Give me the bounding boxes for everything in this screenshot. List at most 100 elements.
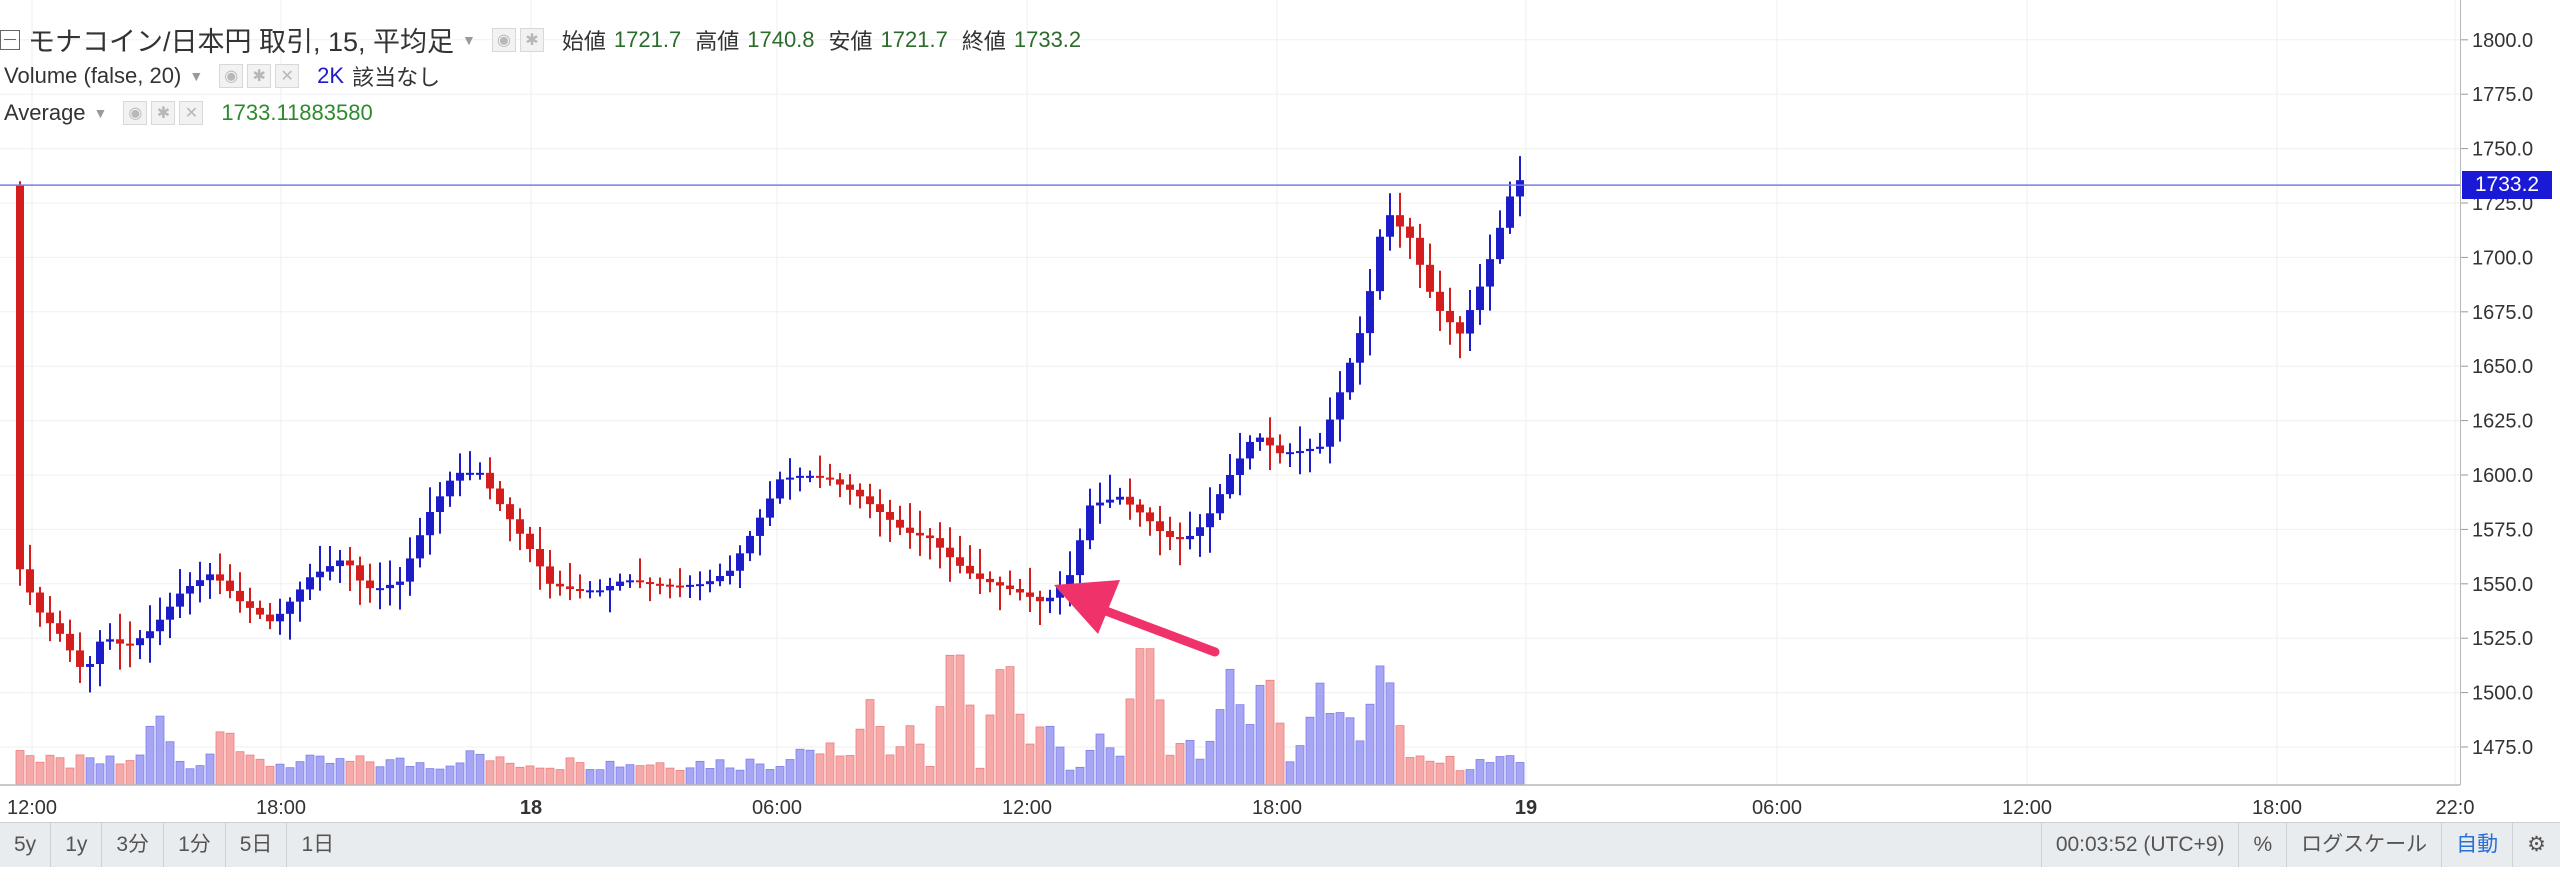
candle-body (586, 590, 594, 593)
candle-body (776, 479, 784, 499)
volume-bar (85, 757, 95, 786)
candle-body (276, 613, 284, 622)
volume-bar (395, 757, 405, 786)
chevron-down-icon[interactable]: ▼ (93, 105, 108, 121)
volume-bar (45, 754, 55, 786)
close-icon[interactable]: ✕ (275, 64, 300, 88)
percent-toggle[interactable]: % (2239, 823, 2288, 867)
chart-area[interactable]: 12:00 18:00 18 06:00 12:00 18:00 19 06:00 12:00 1… (0, 0, 2533, 819)
volume-bar (425, 768, 435, 786)
candle-body (126, 643, 134, 646)
volume-bar (125, 760, 135, 786)
candle-body (1016, 589, 1024, 593)
average-indicator-name[interactable]: Average (4, 100, 86, 125)
candle-body (606, 585, 614, 591)
volume-bar (555, 769, 565, 786)
price-axis[interactable] (2460, 0, 2560, 785)
legend-volume: Volume (false, 20) ▼ ◉ ✱ ✕ 2K 該当なし (0, 60, 440, 92)
close-icon[interactable]: ✕ (179, 101, 204, 125)
open-label: 始値 (561, 28, 606, 54)
candle-body (506, 504, 514, 520)
price-tick-label: 1675.0 (2472, 302, 2533, 324)
volume-bar (955, 654, 965, 786)
candle-body (26, 569, 34, 593)
volume-bar (415, 762, 425, 786)
price-tick-label: 1500.0 (2472, 683, 2533, 705)
volume-bar (95, 763, 105, 786)
volume-bar (375, 766, 385, 786)
range-1d-button[interactable]: 1日 (301, 833, 335, 856)
chevron-down-icon[interactable]: ▼ (462, 31, 476, 48)
volume-bar (995, 669, 1005, 786)
candlestick-chart[interactable]: 12:00 18:00 18 06:00 12:00 18:00 19 06:00 12:00 1… (0, 0, 2560, 822)
close-label: 終値 (961, 28, 1006, 54)
gear-icon[interactable]: ✱ (247, 64, 272, 88)
price-tick-label: 1575.0 (2472, 519, 2533, 541)
range-1min-button[interactable]: 1分 (164, 823, 226, 867)
chevron-down-icon[interactable]: ▼ (189, 68, 204, 84)
range-5d-button[interactable]: 5日 (226, 823, 288, 867)
candle-body (36, 592, 44, 613)
price-tick-label: 1525.0 (2472, 628, 2533, 650)
auto-scale-toggle[interactable]: 自動 (2442, 823, 2514, 867)
gear-icon[interactable]: ✱ (151, 101, 176, 125)
volume-bar (745, 758, 755, 786)
volume-bar (155, 715, 165, 786)
volume-bar (565, 757, 575, 786)
volume-bar (1425, 760, 1435, 786)
price-tick-label: 1550.0 (2472, 574, 2533, 596)
range-5y-button[interactable]: 5y (0, 823, 52, 867)
candle-body (396, 581, 404, 585)
candle-body (1006, 585, 1014, 590)
candle-body (1496, 227, 1504, 260)
volume-bar (1185, 739, 1195, 786)
candle-body (466, 472, 474, 475)
close-value: 1733.2 (1013, 26, 1082, 52)
time-tick-label: 12:00 (7, 797, 57, 819)
volume-bar (1215, 709, 1225, 786)
range-3min-button[interactable]: 3分 (102, 823, 165, 867)
volume-bar (845, 755, 855, 786)
candle-body (936, 538, 944, 548)
candle-body (986, 578, 994, 583)
volume-bar (105, 755, 115, 786)
volume-indicator-name[interactable]: Volume (false, 20) (4, 63, 182, 88)
settings-gear-icon[interactable]: ⚙ (2527, 833, 2546, 856)
collapse-icon[interactable] (0, 29, 20, 50)
eye-icon[interactable]: ◉ (123, 101, 148, 125)
range-1y-button[interactable]: 1y (51, 823, 103, 867)
volume-bar (475, 753, 485, 786)
candle-body (1026, 592, 1034, 597)
candle-body (536, 548, 544, 567)
volume-bar (875, 726, 885, 786)
candle-body (916, 532, 924, 536)
candle-body (1296, 451, 1304, 454)
candle-body (46, 612, 54, 624)
eye-icon[interactable]: ◉ (491, 27, 516, 52)
candle-body (1406, 226, 1414, 238)
volume-bar (1035, 726, 1045, 786)
candle-body (766, 498, 774, 518)
volume-bar (55, 757, 65, 786)
candle-body (406, 558, 414, 582)
volume-bar (295, 761, 305, 786)
eye-icon[interactable]: ◉ (219, 64, 244, 88)
candle-body (1286, 452, 1294, 455)
low-label: 安値 (828, 28, 873, 54)
time-tick-label: 12:00 (1002, 797, 1052, 819)
candle-body (306, 577, 314, 590)
volume-bar (1415, 755, 1425, 786)
gear-icon[interactable]: ✱ (519, 27, 544, 52)
candle-body (66, 633, 74, 651)
volume-bar (245, 754, 255, 786)
volume-bar (765, 769, 775, 786)
volume-bar (1405, 757, 1415, 786)
volume-bar (785, 759, 795, 786)
log-scale-toggle[interactable]: ログスケール (2287, 823, 2443, 867)
volume-bar (115, 763, 125, 786)
candle-body (556, 583, 564, 587)
volume-bar (985, 714, 995, 786)
time-tick-label: 12:00 (2002, 797, 2052, 819)
volume-bar (135, 754, 145, 786)
symbol-title[interactable]: モナコイン/日本円 取引, 15, 平均足 (28, 27, 455, 57)
